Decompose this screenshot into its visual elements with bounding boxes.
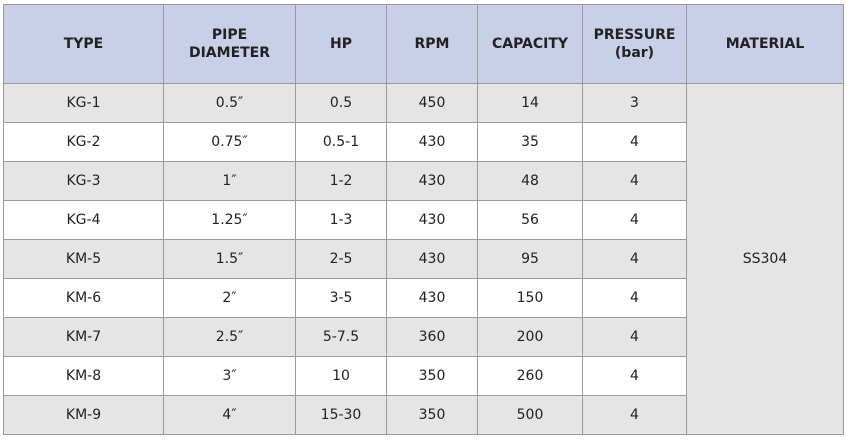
table-cell: KG-1 [3,83,164,123]
table-cell: 4 [582,395,687,435]
table-cell: KM-8 [3,356,164,396]
header-text: CAPACITY [491,36,569,52]
header-cell: CAPACITY [477,4,583,84]
header-cell: PIPE DIAMETER [163,4,296,84]
table-cell: KG-3 [3,161,164,201]
table-cell: 4 [582,161,687,201]
table-cell: 48 [477,161,583,201]
table-row: KG-2 0.75″ 0.5-1 430 35 4 [3,122,844,162]
table-cell: 500 [477,395,583,435]
table-row: KG-4 1.25″ 1-3 430 56 4 [3,200,844,240]
table-body: KG-1 0.5″ 0.5 450 14 3 SS304 KG-2 0.75″ 0.5-1 430 3… [3,83,844,435]
table-cell: KG-4 [3,200,164,240]
table-row: KG-1 0.5″ 0.5 450 14 3 SS304 [3,83,844,435]
table-cell: 95 [477,239,583,279]
header-cell: PRESSURE (bar) [582,4,687,84]
table-cell: 1-3 [295,200,387,240]
header-cell: RPM [386,4,478,84]
table-cell: 35 [477,122,583,162]
table-cell: 430 [386,122,478,162]
table-cell: 3 [582,83,687,123]
header-text: PRESSURE [593,27,676,43]
table-row: KM-9 4″ 15-30 350 500 4 [3,395,844,435]
table-cell: 5-7.5 [295,317,387,357]
header-row: TYPE PIPE DIAMETER HP RPM CAPACITY PRESSURE (ba… [3,4,844,84]
table-cell: 2″ [163,278,296,318]
table-cell: KG-2 [3,122,164,162]
table-cell: KM-9 [3,395,164,435]
table-cell: 350 [386,395,478,435]
table-cell: 4 [582,356,687,396]
header-text: RPM [414,36,450,52]
table-cell: 4 [582,317,687,357]
table-cell: 430 [386,278,478,318]
table-cell: 10 [295,356,387,396]
table-cell: KM-5 [3,239,164,279]
table-row: KM-8 3″ 10 350 260 4 [3,356,844,396]
table-cell: 450 [386,83,478,123]
table-row: KM-5 1.5″ 2-5 430 95 4 [3,239,844,279]
table-cell: 350 [386,356,478,396]
table-cell: KM-7 [3,317,164,357]
table-row: KM-7 2.5″ 5-7.5 360 200 4 [3,317,844,357]
table-cell: 200 [477,317,583,357]
header-text: TYPE [63,36,104,52]
table-cell: 1.25″ [163,200,296,240]
table-cell: 0.5″ [163,83,296,123]
table-cell: 430 [386,161,478,201]
header-text: HP [330,36,352,52]
header-text: DIAMETER [188,45,271,61]
table-cell: 4 [582,200,687,240]
header-cell: HP [295,4,387,84]
table-cell: 260 [477,356,583,396]
table-cell: 14 [477,83,583,123]
table-row: KM-6 2″ 3-5 430 150 4 [3,278,844,318]
spec-table: TYPE PIPE DIAMETER HP RPM CAPACITY PRESSURE (ba… [3,4,844,435]
table-cell: 3-5 [295,278,387,318]
table-cell: 430 [386,239,478,279]
table-cell: 0.75″ [163,122,296,162]
table-header: TYPE PIPE DIAMETER HP RPM CAPACITY PRESSURE (ba… [3,4,844,84]
table-cell: 4 [582,239,687,279]
header-text: MATERIAL [725,36,805,52]
table-cell: 2-5 [295,239,387,279]
table-cell: 0.5-1 [295,122,387,162]
table-cell: 1″ [163,161,296,201]
table-cell: 150 [477,278,583,318]
table-cell: 56 [477,200,583,240]
table-cell: 430 [386,200,478,240]
table-cell: 0.5 [295,83,387,123]
table-cell: 2.5″ [163,317,296,357]
table-cell: 4 [582,122,687,162]
header-text: (bar) [614,45,655,61]
table-cell: KM-6 [3,278,164,318]
table-cell: 360 [386,317,478,357]
header-text: PIPE [211,27,248,43]
header-cell: MATERIAL [686,4,844,84]
table-cell: 4 [582,278,687,318]
table-cell: 15-30 [295,395,387,435]
table-cell: 1-2 [295,161,387,201]
header-cell: TYPE [3,4,164,84]
table-cell: 4″ [163,395,296,435]
table-cell: 1.5″ [163,239,296,279]
table-cell: 3″ [163,356,296,396]
material-cell: SS304 [686,83,844,435]
